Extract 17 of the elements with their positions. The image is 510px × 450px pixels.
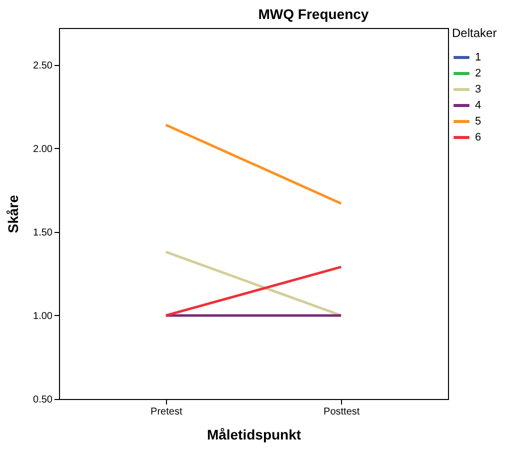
y-tick-label: 1.00 bbox=[33, 310, 53, 322]
legend-label: 2 bbox=[475, 68, 482, 80]
y-axis-title: Skåre bbox=[5, 194, 22, 234]
y-tick-label: 2.50 bbox=[33, 60, 53, 72]
y-tick-label: 0.50 bbox=[33, 394, 53, 406]
legend-label: 5 bbox=[475, 116, 482, 128]
chart-title: MWQ Frequency bbox=[258, 6, 369, 22]
y-tick-label: 1.50 bbox=[33, 227, 53, 238]
legend-label: 4 bbox=[475, 100, 482, 112]
legend-label: 1 bbox=[475, 52, 482, 64]
y-tick-label: 2.00 bbox=[33, 144, 53, 155]
x-axis-title: Måletidspunkt bbox=[206, 426, 302, 442]
legend-label: 3 bbox=[475, 84, 482, 96]
x-tick-label: Posttest bbox=[324, 406, 360, 418]
x-tick-label: Pretest bbox=[150, 406, 182, 418]
legend-title: Deltaker bbox=[452, 26, 497, 40]
legend-label: 6 bbox=[475, 132, 482, 144]
